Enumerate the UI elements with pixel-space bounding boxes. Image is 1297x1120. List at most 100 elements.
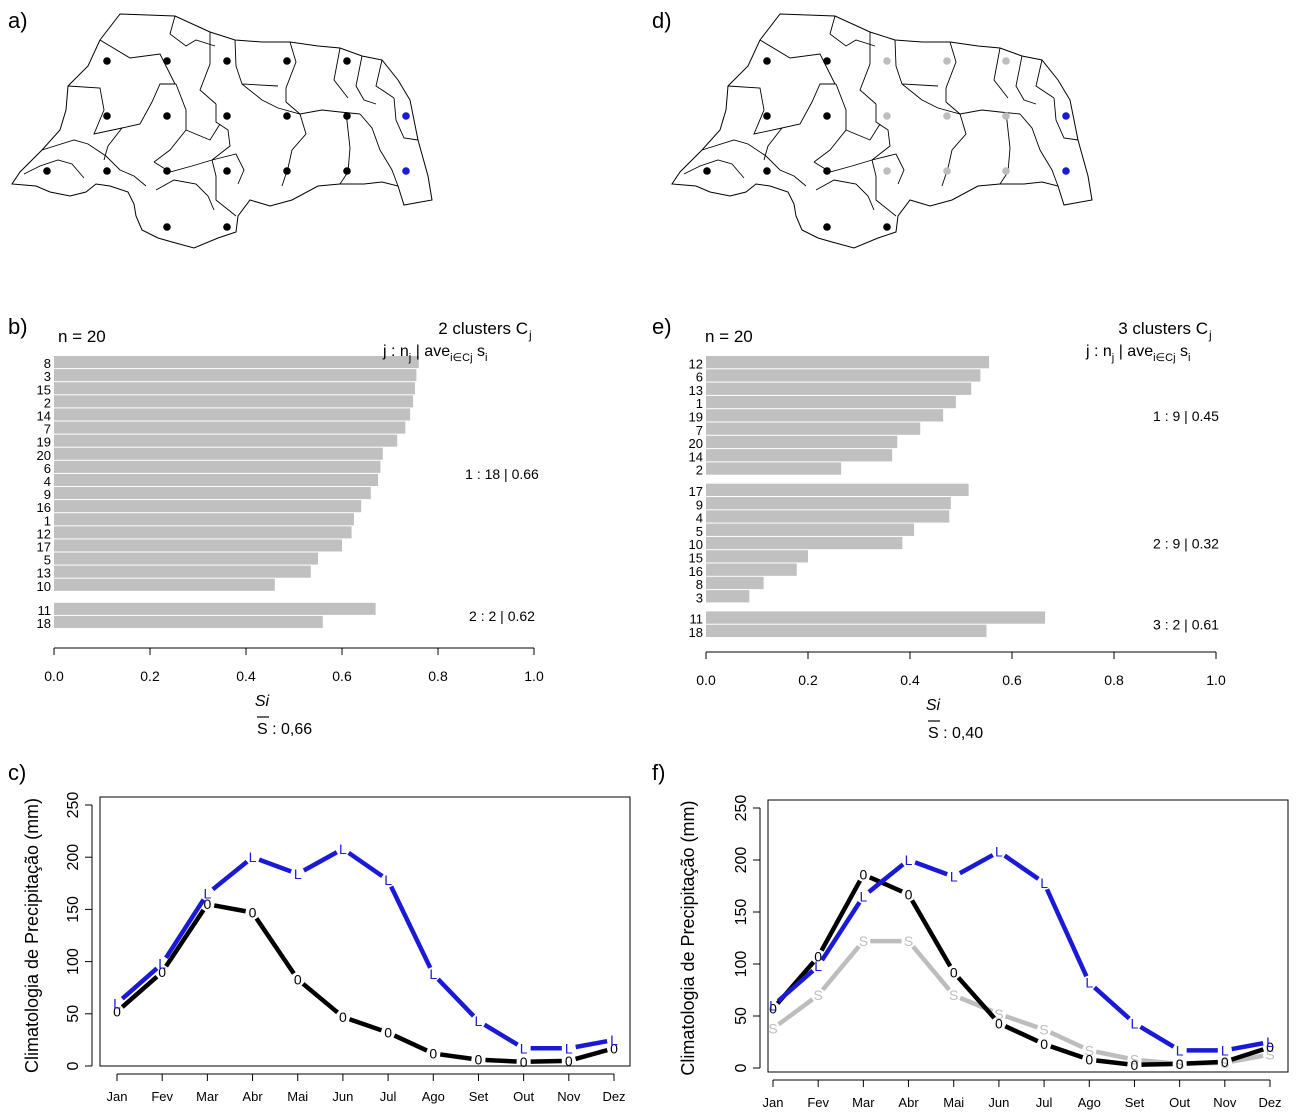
municipality-border	[683, 159, 745, 179]
series-point: L	[429, 966, 437, 982]
silhouette-bar	[54, 602, 376, 615]
bar-label: 4	[696, 511, 703, 526]
silhouette-bar	[706, 550, 808, 563]
silhouette-bar	[54, 500, 362, 513]
series-point: L	[249, 849, 257, 865]
series-point: L	[769, 998, 777, 1014]
series-line-segment	[1186, 1059, 1218, 1066]
bar-label: 10	[37, 579, 51, 594]
bar-label: 11	[690, 612, 704, 627]
station-point-black	[163, 167, 171, 175]
series-line-segment	[1230, 1047, 1265, 1062]
x-tick-label: 0.2	[798, 672, 818, 688]
n-label: n = 20	[705, 327, 753, 346]
silhouette-bar	[706, 497, 951, 510]
series-line-segment	[911, 945, 951, 992]
series-point: 0	[429, 1045, 437, 1061]
series-point: 0	[1040, 1036, 1048, 1052]
line-chart-c: 0 50 100 150 200 250 Climatologia de Precipita…	[22, 792, 631, 1104]
map-regions	[11, 13, 433, 249]
silhouette-bar	[706, 422, 921, 435]
series-point: 0	[113, 1004, 121, 1020]
station-point-black	[823, 57, 831, 65]
station-point-gray	[883, 112, 891, 120]
y-tick-label: 50	[733, 1007, 750, 1025]
line-chart-f: 0 50 100 150 200 250 Climatologia de Precipita…	[678, 795, 1289, 1110]
x-tick-label: Set	[1125, 1095, 1145, 1110]
series-line-segment	[485, 1057, 517, 1064]
state-outline	[671, 13, 1093, 249]
x-axis-label: Si	[926, 697, 941, 714]
series-point: 0	[1085, 1052, 1093, 1068]
series-line-segment	[914, 860, 948, 877]
n-label: n = 20	[58, 327, 106, 346]
series-point: L	[1176, 1042, 1184, 1058]
panel-label-c: c)	[8, 760, 26, 785]
y-axis-label: Climatologia de Precipitação (mm)	[678, 800, 698, 1075]
x-tick-label: Jan	[107, 1089, 128, 1104]
silhouette-bar	[706, 611, 1046, 624]
series-line-segment	[254, 917, 296, 975]
silhouette-bar	[54, 565, 311, 578]
clusters-label: 3 clusters C	[1118, 319, 1208, 338]
x-tick-label: Nov	[557, 1089, 581, 1104]
bar-label: 20	[689, 436, 703, 451]
series-line-segment	[1095, 1049, 1129, 1061]
series-point: L	[995, 844, 1003, 860]
bar-label: 3	[44, 369, 51, 384]
cluster-summary: 3 : 2 | 0.61	[1153, 617, 1219, 633]
station-point-blue	[402, 112, 410, 120]
x-tick-label: Fev	[807, 1095, 829, 1110]
series-line-segment	[393, 1033, 428, 1053]
y-tick-label: 100	[733, 951, 750, 978]
municipality-border	[859, 32, 877, 105]
silhouette-bar	[706, 624, 987, 637]
panel-label-e: e)	[652, 314, 672, 339]
series-line-segment	[164, 898, 206, 960]
municipality-border	[155, 179, 215, 211]
bar-label: 20	[37, 448, 51, 463]
series-line-segment	[483, 1022, 519, 1047]
municipality-border	[359, 113, 399, 187]
cluster-header: j : nj | avei∈Cj si	[1085, 343, 1190, 364]
series-line-segment	[164, 908, 206, 968]
x-tick-label: Ago	[422, 1089, 445, 1104]
series-line-segment	[956, 976, 996, 1020]
x-tick-label: Jan	[763, 1095, 784, 1110]
series-point: S	[1039, 1022, 1048, 1038]
series-point: L	[1221, 1042, 1229, 1058]
silhouette-bar	[54, 473, 378, 486]
series-point: 0	[769, 1001, 777, 1017]
series-point: 0	[1221, 1054, 1229, 1070]
x-tick-label: Mai	[287, 1089, 308, 1104]
series-line-segment	[120, 974, 159, 1009]
municipality-border	[333, 47, 349, 99]
bar-label: 13	[689, 383, 703, 398]
mean-silhouette: S : 0,40	[928, 725, 983, 742]
x-tick-label: Out	[513, 1089, 534, 1104]
series-point: L	[203, 886, 211, 902]
series-point: 0	[158, 964, 166, 980]
series-line-segment	[1095, 1058, 1128, 1067]
station-point-black	[43, 167, 51, 175]
x-tick-label: Abr	[242, 1089, 263, 1104]
series-line-segment	[575, 1038, 608, 1050]
station-point-gray	[943, 112, 951, 120]
series-line-segment	[530, 1058, 562, 1064]
station-point-gray	[943, 57, 951, 65]
x-tick-label: Out	[1169, 1095, 1190, 1110]
municipality-border	[234, 39, 279, 87]
y-tick-label: 150	[65, 896, 82, 923]
municipality-border	[1053, 97, 1079, 141]
series-point: 0	[339, 1009, 347, 1025]
x-tick-label: 0.0	[44, 668, 64, 684]
station-point-gray	[1002, 112, 1010, 120]
series-point: 0	[1266, 1039, 1274, 1055]
series-point: S	[904, 933, 913, 949]
station-point-gray	[883, 57, 891, 65]
y-tick-label: 250	[65, 792, 82, 819]
bar-label: 14	[689, 449, 703, 464]
bar-label: 12	[689, 356, 703, 371]
series-line-segment	[301, 982, 339, 1015]
clusters-label: 2 clusters C	[438, 319, 528, 338]
